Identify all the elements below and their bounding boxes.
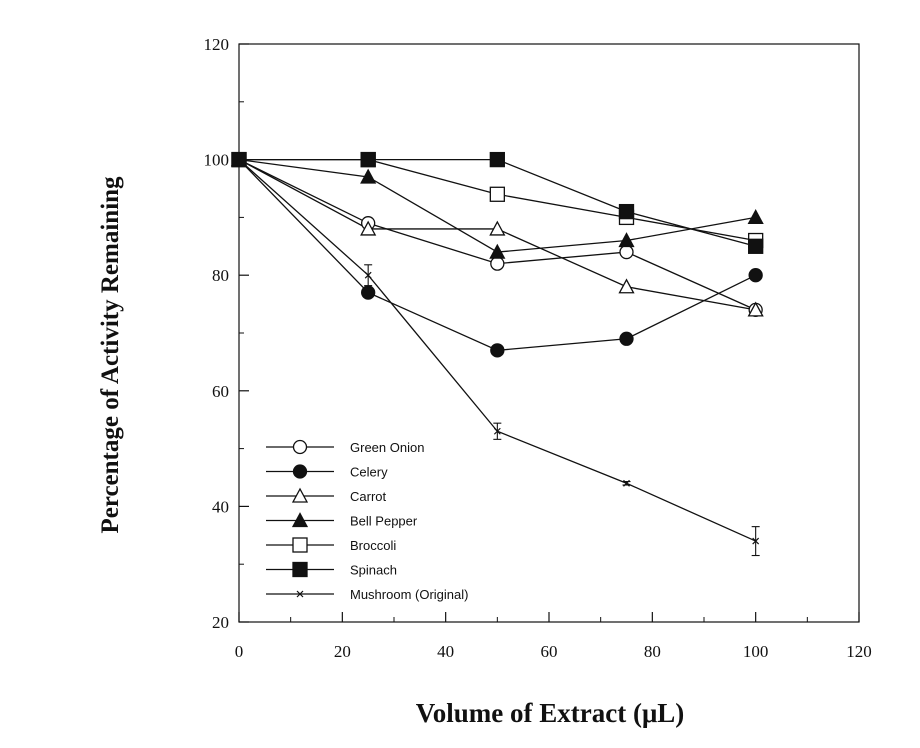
legend-marker bbox=[291, 487, 309, 503]
data-point bbox=[490, 343, 505, 358]
y-tick-label: 120 bbox=[204, 35, 230, 54]
data-point bbox=[360, 151, 376, 168]
x-tick-label: 100 bbox=[743, 642, 769, 661]
x-tick-label: 40 bbox=[437, 642, 454, 661]
legend-label: Green Onion bbox=[350, 440, 424, 455]
data-point bbox=[752, 537, 760, 545]
plot-frame bbox=[238, 43, 860, 623]
x-tick-label: 20 bbox=[334, 642, 351, 661]
legend-marker bbox=[292, 439, 308, 455]
legend-label: Carrot bbox=[350, 489, 387, 504]
legend-item: Mushroom (Original) bbox=[266, 587, 468, 602]
y-axis-title: Percentage of Activity Remaining bbox=[97, 176, 124, 534]
data-point bbox=[361, 285, 376, 300]
x-tick-label: 0 bbox=[235, 642, 244, 661]
data-point bbox=[489, 151, 505, 168]
data-point bbox=[619, 244, 634, 260]
x-tick-label: 120 bbox=[846, 642, 872, 661]
data-point bbox=[489, 220, 506, 236]
y-axis-ticks: 20 40 60 80 100 120 bbox=[204, 35, 249, 632]
legend-label: Bell Pepper bbox=[350, 514, 418, 529]
data-point bbox=[619, 331, 634, 346]
x-axis-ticks: 0 20 40 60 80 100 120 bbox=[235, 612, 872, 661]
data-point bbox=[748, 238, 764, 254]
data-point bbox=[490, 256, 505, 271]
x-tick-label: 60 bbox=[541, 642, 558, 661]
data-point bbox=[360, 168, 377, 184]
legend-label: Celery bbox=[350, 465, 388, 480]
legend-label: Mushroom (Original) bbox=[350, 587, 468, 602]
y-tick-label: 100 bbox=[204, 151, 230, 170]
data-point bbox=[618, 232, 635, 248]
legend-label: Spinach bbox=[350, 563, 397, 578]
data-point bbox=[618, 203, 635, 220]
legend-item: Celery bbox=[266, 464, 388, 480]
legend-item: Spinach bbox=[266, 561, 397, 578]
data-point bbox=[489, 243, 506, 259]
data-point bbox=[747, 209, 764, 225]
data-markers bbox=[230, 151, 764, 545]
x-axis-title: Volume of Extract (μL) bbox=[416, 698, 685, 728]
data-point bbox=[623, 479, 630, 487]
legend-marker bbox=[292, 561, 308, 578]
y-tick-label: 40 bbox=[212, 497, 229, 516]
legend-marker bbox=[292, 537, 308, 553]
legend-item: Bell Pepper bbox=[266, 512, 418, 529]
axes bbox=[238, 43, 860, 623]
data-point bbox=[360, 220, 377, 236]
legend-marker bbox=[296, 590, 304, 598]
series-line bbox=[238, 158, 756, 253]
data-point bbox=[747, 301, 764, 317]
y-tick-label: 80 bbox=[212, 266, 229, 285]
legend-item: Broccoli bbox=[266, 537, 396, 553]
y-tick-label: 20 bbox=[212, 613, 229, 632]
error-bars bbox=[364, 264, 760, 557]
data-point bbox=[489, 186, 505, 202]
legend-item: Green Onion bbox=[266, 439, 424, 455]
data-point bbox=[748, 268, 763, 283]
legend-label: Broccoli bbox=[350, 538, 396, 553]
x-tick-label: 80 bbox=[644, 642, 661, 661]
legend-item: Carrot bbox=[266, 487, 387, 504]
data-point bbox=[364, 271, 372, 279]
data-point bbox=[235, 156, 243, 164]
data-point bbox=[618, 278, 635, 294]
y-tick-label: 60 bbox=[212, 382, 229, 401]
legend-marker bbox=[291, 512, 309, 528]
legend: Green Onion Celery Carrot Bell Pepper Brocco… bbox=[266, 439, 468, 602]
legend-marker bbox=[292, 464, 308, 479]
data-point bbox=[493, 427, 501, 435]
